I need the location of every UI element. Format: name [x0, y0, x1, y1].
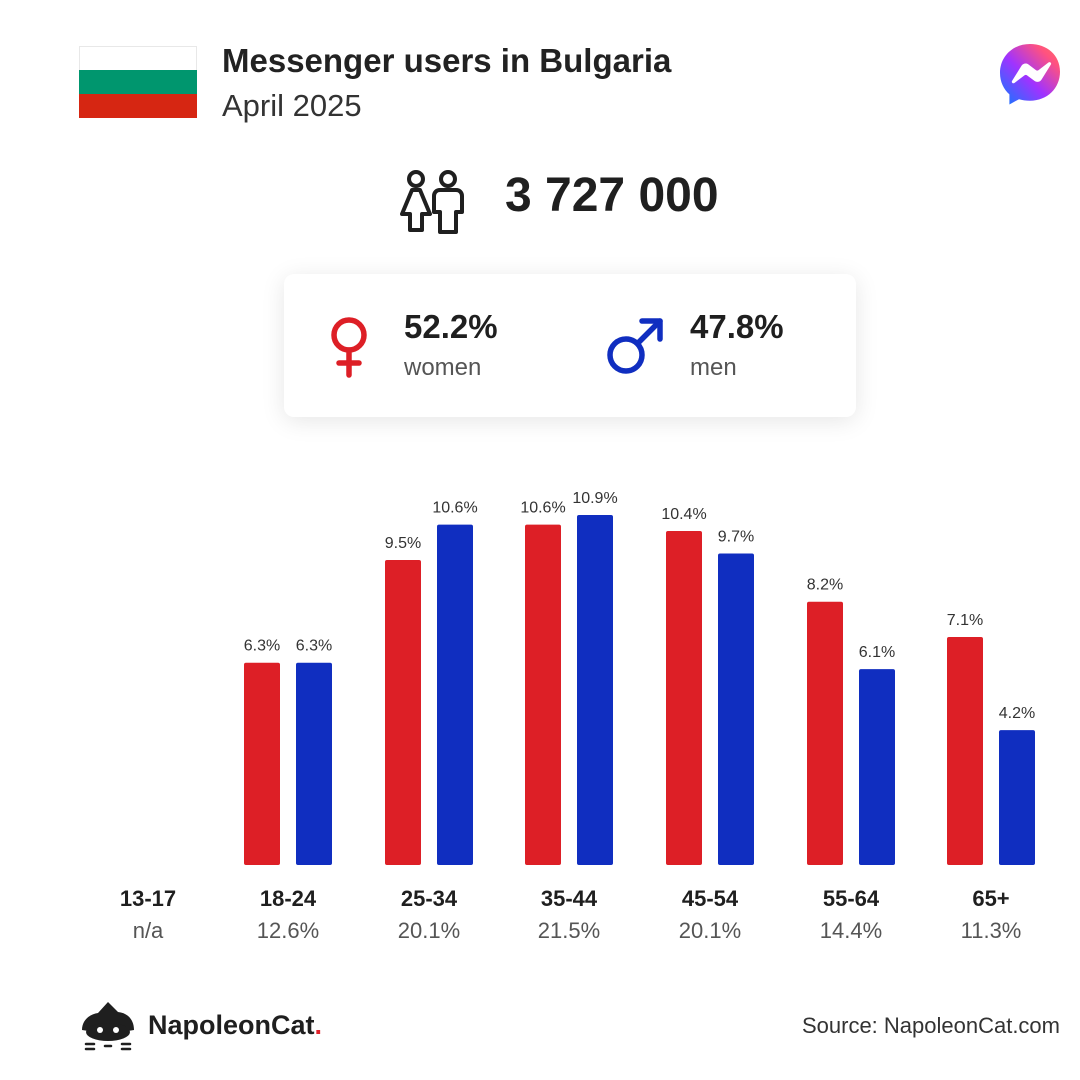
bar-men — [859, 669, 895, 865]
bar-women — [525, 524, 561, 865]
bar-value-label: 8.2% — [807, 577, 843, 594]
bar-value-label: 4.2% — [999, 705, 1035, 722]
bar-men — [999, 730, 1035, 865]
total-users: 3 727 000 — [505, 169, 719, 222]
age-group-share: 21.5% — [538, 918, 600, 943]
bar-value-label: 10.6% — [520, 500, 565, 517]
messenger-icon — [1000, 44, 1060, 105]
bar-value-label: 6.3% — [296, 638, 332, 655]
bar-value-label: 9.5% — [385, 535, 421, 552]
age-group-share: 14.4% — [820, 918, 882, 943]
flag-stripe-red — [79, 94, 197, 118]
men-percentage: 47.8% — [690, 308, 784, 345]
age-group-label: 13-17 — [120, 886, 176, 911]
people-icon — [400, 170, 464, 234]
bar-men — [437, 524, 473, 865]
bar-women — [807, 601, 843, 865]
age-group-label: 45-54 — [682, 886, 739, 911]
bar-value-label: 6.1% — [859, 644, 895, 661]
flag-stripe-white — [79, 46, 197, 70]
bar-women — [666, 531, 702, 865]
bar-men — [296, 662, 332, 865]
page-title: Messenger users in Bulgaria — [222, 42, 672, 79]
bar-value-label: 10.6% — [432, 500, 477, 517]
bar-value-label: 6.3% — [244, 638, 280, 655]
age-group-label: 18-24 — [260, 886, 317, 911]
bar-value-label: 9.7% — [718, 529, 754, 546]
women-label: women — [404, 354, 482, 381]
age-group-share: 12.6% — [257, 918, 319, 943]
age-group-label: 25-34 — [401, 886, 458, 911]
age-group-label: 55-64 — [823, 886, 880, 911]
bar-men — [577, 515, 613, 865]
bar-women — [385, 559, 421, 865]
bar-value-label: 10.9% — [572, 490, 617, 507]
women-percentage: 52.2% — [404, 308, 498, 345]
bar-value-label: 7.1% — [947, 612, 983, 629]
page-subtitle: April 2025 — [222, 88, 362, 123]
age-group-share: 20.1% — [679, 918, 741, 943]
men-label: men — [690, 354, 737, 381]
bar-women — [244, 662, 280, 865]
age-group-share: 11.3% — [961, 918, 1022, 943]
brand-name-text: NapoleonCat — [148, 1010, 315, 1040]
bulgaria-flag — [79, 46, 197, 118]
brand-name: NapoleonCat. — [148, 1010, 322, 1041]
source-credit: Source: NapoleonCat.com — [801, 1013, 1060, 1038]
bar-women — [947, 637, 983, 865]
bar-value-label: 10.4% — [661, 506, 706, 523]
female-icon — [331, 317, 367, 378]
male-icon — [607, 318, 663, 374]
age-group-share: 20.1% — [398, 918, 460, 943]
age-group-share: n/a — [133, 918, 164, 943]
gender-card: 52.2% women 47.8% men — [284, 274, 856, 417]
age-group-label: 65+ — [972, 886, 1009, 911]
napoleoncat-logo-icon — [82, 1002, 134, 1051]
bar-men — [718, 553, 754, 865]
age-group-label: 35-44 — [541, 886, 598, 911]
brand-dot: . — [314, 1010, 323, 1040]
flag-stripe-green — [79, 70, 197, 94]
